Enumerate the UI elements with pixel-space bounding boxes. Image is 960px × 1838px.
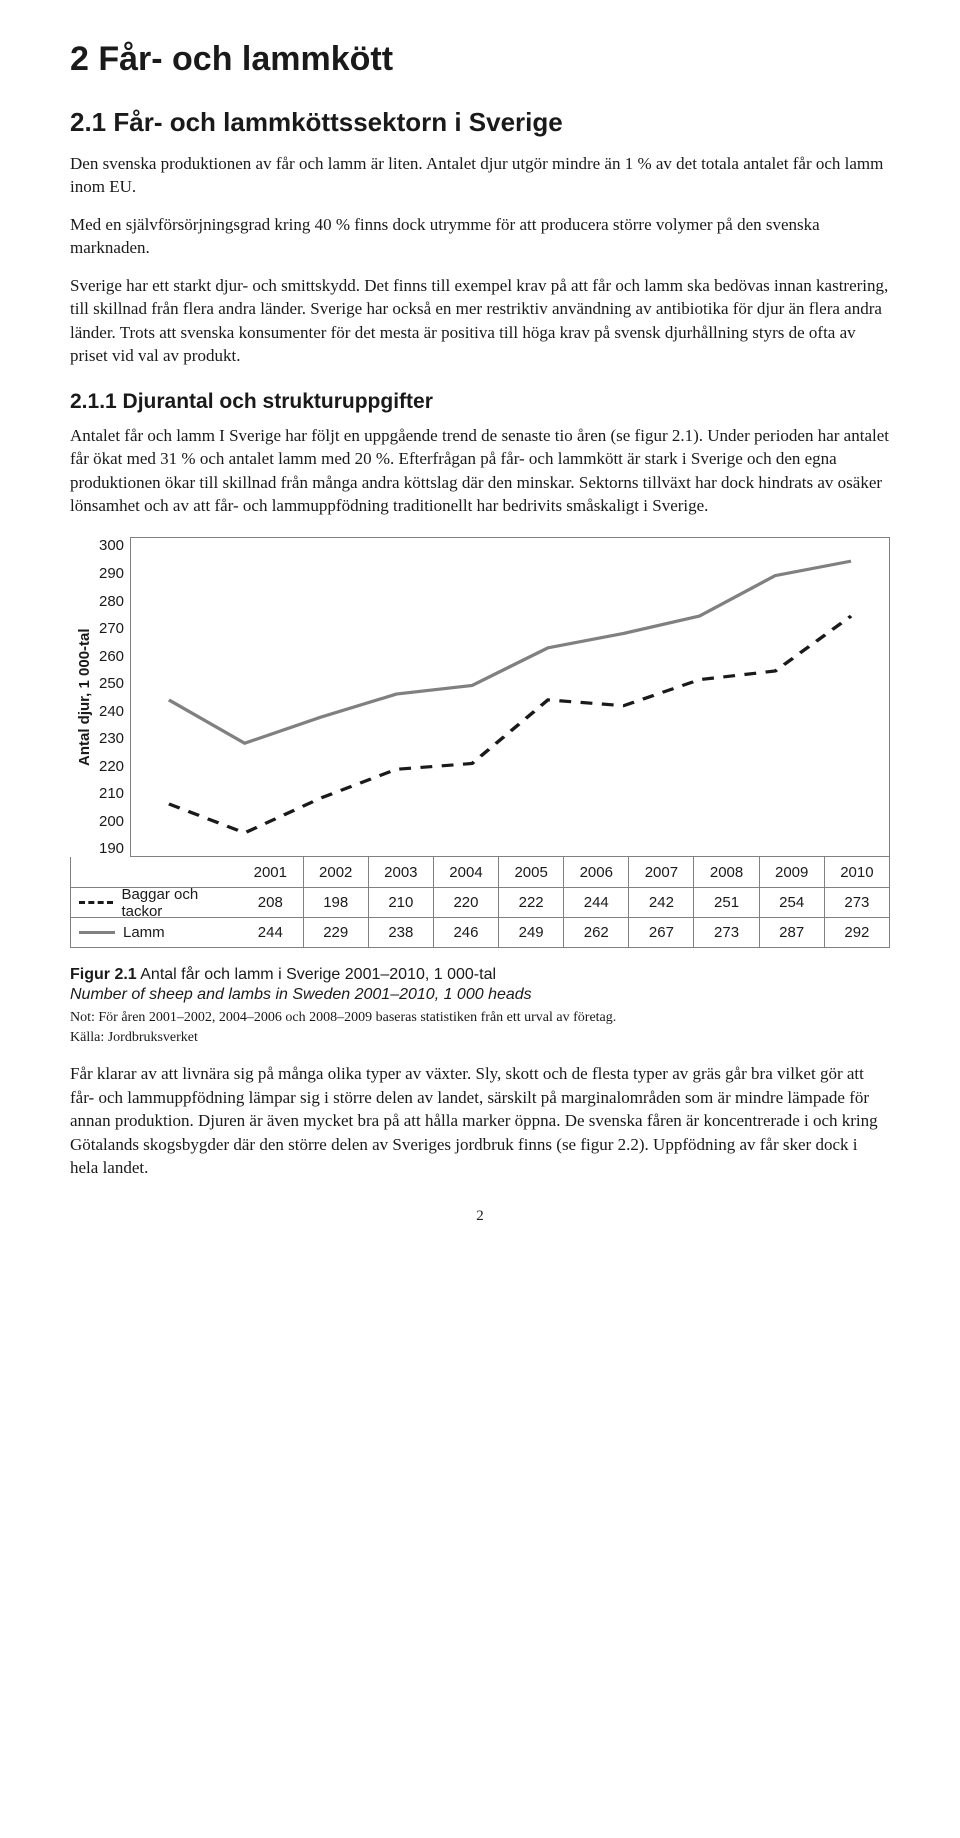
table-value-cell: 267 [629,918,694,948]
table-value-cell: 251 [694,888,759,918]
table-year-cell: 2001 [238,857,303,887]
paragraph: Antalet får och lamm I Sverige har följt… [70,424,890,518]
paragraph: Med en självförsörjningsgrad kring 40 % … [70,213,890,260]
ytick-label: 210 [99,785,124,802]
page-number: 2 [70,1208,890,1225]
table-value-cell: 246 [433,918,498,948]
paragraph: Sverige har ett starkt djur- och smittsk… [70,274,890,368]
table-value-cell: 238 [368,918,433,948]
chart-data-table: 2001200220032004200520062007200820092010… [238,857,890,948]
table-year-cell: 2007 [629,857,694,887]
figure-title: Antal får och lamm i Sverige 2001–2010, … [137,966,496,983]
figure-source: Källa: Jordbruksverket [70,1030,890,1046]
table-value-cell: 242 [629,888,694,918]
ytick-label: 200 [99,813,124,830]
paragraph: Får klarar av att livnära sig på många o… [70,1062,890,1179]
table-year-cell: 2006 [564,857,629,887]
figure-chart: Antal djur, 1 000-tal 300 290 280 270 260 250… [70,537,890,948]
chart-line-dash [169,616,851,833]
solid-swatch-icon [79,931,115,934]
chart-plot [130,537,890,857]
chart-ylabel: Antal djur, 1 000-tal [70,537,99,857]
table-value-cell: 244 [564,888,629,918]
table-year-cell: 2004 [433,857,498,887]
paragraph: Den svenska produktionen av får och lamm… [70,152,890,199]
ytick-label: 300 [99,537,124,554]
table-value-cell: 273 [824,888,889,918]
table-year-cell: 2009 [759,857,824,887]
chart-svg [131,538,889,856]
table-value-cell: 254 [759,888,824,918]
table-value-cell: 210 [368,888,433,918]
chart-legend: Baggar och tackor Lamm [70,857,238,948]
figure-caption: Figur 2.1 Antal får och lamm i Sverige 2… [70,966,890,1046]
ytick-label: 260 [99,648,124,665]
table-year-cell: 2003 [368,857,433,887]
ytick-label: 190 [99,840,124,857]
figure-label: Figur 2.1 [70,966,137,983]
table-value-cell: 292 [824,918,889,948]
table-value-cell: 249 [499,918,564,948]
table-value-cell: 208 [238,888,303,918]
chart-line-solid [169,562,851,744]
ytick-label: 220 [99,758,124,775]
ytick-label: 280 [99,593,124,610]
ytick-label: 230 [99,730,124,747]
ytick-label: 240 [99,703,124,720]
legend-row-baggar: Baggar och tackor [71,887,238,917]
figure-note: Not: För åren 2001–2002, 2004–2006 och 2… [70,1010,890,1026]
table-year-cell: 2005 [499,857,564,887]
table-value-cell: 220 [433,888,498,918]
legend-row-lamm: Lamm [71,917,238,947]
ytick-label: 290 [99,565,124,582]
table-year-cell: 2010 [824,857,889,887]
table-year-cell: 2008 [694,857,759,887]
heading-section: 2.1 Får- och lammköttssektorn i Sverige [70,107,890,138]
table-year-cell: 2002 [303,857,368,887]
heading-chapter: 2 Får- och lammkött [70,40,890,79]
table-value-cell: 244 [238,918,303,948]
legend-label: Lamm [123,924,165,941]
ytick-label: 250 [99,675,124,692]
dash-swatch-icon [79,901,113,904]
table-value-cell: 287 [759,918,824,948]
table-value-cell: 222 [499,888,564,918]
table-value-cell: 229 [303,918,368,948]
legend-label: Baggar och tackor [121,886,238,920]
ytick-label: 270 [99,620,124,637]
table-value-cell: 273 [694,918,759,948]
heading-subsection: 2.1.1 Djurantal och strukturuppgifter [70,390,890,414]
chart-yaxis: 300 290 280 270 260 250 240 230 220 210 200 190 [99,537,130,857]
legend-empty [71,857,238,887]
table-value-cell: 262 [564,918,629,948]
table-value-cell: 198 [303,888,368,918]
figure-subtitle: Number of sheep and lambs in Sweden 2001… [70,986,890,1004]
